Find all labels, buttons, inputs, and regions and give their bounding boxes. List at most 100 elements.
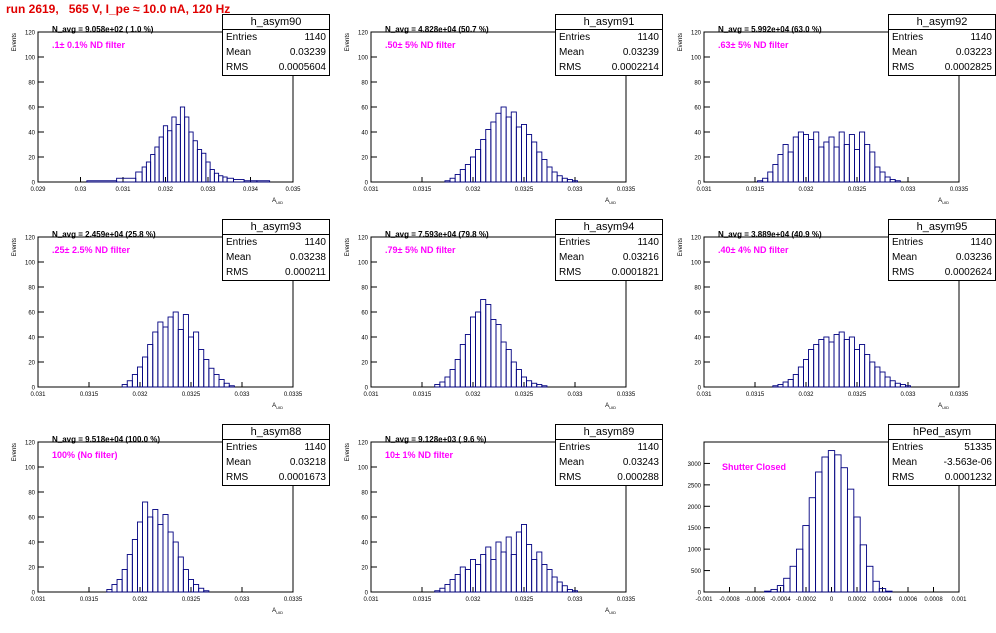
histogram-bin	[869, 151, 876, 183]
histogram-bin	[188, 131, 194, 183]
y-tick-label: 40	[28, 336, 35, 342]
histogram-bin	[879, 371, 886, 388]
x-tick-label: 0.031	[363, 187, 379, 193]
histogram-bin	[566, 179, 573, 183]
histogram-bin	[490, 319, 497, 388]
histogram-bin	[233, 179, 245, 183]
histogram-bin	[142, 356, 149, 388]
histogram-bin	[551, 171, 558, 183]
stat-label: Mean	[226, 47, 252, 58]
stat-label: RMS	[559, 472, 582, 483]
histogram-bin	[848, 336, 855, 388]
entries-row: Entries 51335	[889, 440, 995, 455]
histogram-bin	[505, 349, 512, 388]
stat-value: 0.0002214	[611, 62, 659, 73]
x-tick-label: 0.033	[234, 597, 250, 603]
histogram-bin	[201, 152, 207, 183]
histogram-bin	[480, 554, 487, 593]
histogram-plot: 0 20 40 60 80 100 120 0.031 0.0315 0.032 0.0325 0.0…	[678, 31, 969, 206]
histogram-bin	[838, 331, 845, 388]
n-avg-label: N_avg = 2.459e+04 (25.8 %)	[52, 230, 156, 239]
filter-label: .63± 5% ND filter	[718, 40, 789, 50]
rms-row: RMS 0.000288	[556, 470, 662, 485]
histogram-name: h_asym92	[889, 15, 995, 30]
histogram-bin	[454, 359, 461, 388]
histogram-bin	[490, 559, 497, 593]
histogram-bin	[434, 590, 441, 593]
filter-label: .25± 2.5% ND filter	[52, 245, 130, 255]
histogram-bin	[777, 384, 784, 388]
histogram-bin	[834, 454, 842, 593]
stat-box: h_asym95 Entries 1140 Mean 0.03236 RMS 0.00026…	[888, 219, 996, 281]
histogram-bin	[757, 180, 764, 183]
rms-row: RMS 0.0001673	[223, 470, 329, 485]
histogram-bin	[121, 384, 128, 388]
y-tick-label: 40	[361, 336, 368, 342]
stat-box: h_asym92 Entries 1140 Mean 0.03223 RMS 0.00028…	[888, 14, 996, 76]
histogram-bin	[859, 131, 866, 183]
n-avg-label: N_avg = 4.828e+04 (50.7 %)	[385, 25, 489, 34]
histogram-bin	[561, 177, 568, 183]
y-tick-label: 80	[694, 286, 701, 292]
histogram-bin	[228, 385, 235, 388]
y-tick-label: 40	[28, 131, 35, 137]
x-tick-label: 0.0315	[413, 597, 432, 603]
y-tick-label: 0	[698, 591, 702, 597]
x-tick-label: 0.0002	[848, 597, 867, 603]
stat-label: Mean	[892, 47, 918, 58]
histogram-bin	[131, 539, 138, 593]
histogram-bin	[813, 131, 820, 183]
x-tick-label: 0.031	[363, 597, 379, 603]
histogram-bin	[536, 151, 543, 183]
histogram-bin	[454, 174, 461, 183]
x-tick-label: 0.0335	[950, 187, 969, 193]
histogram-bin	[864, 354, 871, 388]
histogram-panel: 0 20 40 60 80 100 120 0.031 0.0315 0.032 0.0325 0.0…	[6, 424, 336, 633]
x-tick-label: 0.0004	[873, 597, 892, 603]
histogram-bin	[795, 548, 804, 593]
histogram-name: h_asym93	[223, 220, 329, 235]
y-tick-label: 40	[361, 131, 368, 137]
histogram-bin	[150, 154, 156, 183]
histogram-bin	[495, 112, 502, 183]
histogram-bin	[823, 141, 830, 183]
y-tick-label: 20	[361, 361, 368, 367]
histogram-bin	[904, 385, 911, 388]
stat-value: 0.03239	[622, 47, 659, 58]
y-tick-label: 80	[28, 286, 35, 292]
histogram-bin	[177, 556, 184, 593]
histogram-bin	[459, 169, 466, 183]
y-tick-label: 3000	[688, 462, 702, 468]
histogram-bin	[843, 339, 850, 388]
histogram-bin	[551, 576, 558, 593]
x-tick-label: 0.001	[951, 597, 967, 603]
x-axis-label: AUID	[272, 403, 283, 410]
histogram-bin	[131, 374, 138, 388]
histogram-bin	[434, 384, 441, 388]
x-tick-label: 0.031	[30, 392, 46, 398]
histogram-bin	[541, 385, 548, 388]
y-axis-label: Events	[12, 33, 18, 51]
histogram-bin	[792, 136, 799, 183]
histogram-bin	[464, 334, 471, 388]
x-axis-label: AUID	[938, 403, 949, 410]
x-tick-label: 0.033	[900, 392, 916, 398]
x-tick-label: 0.0325	[515, 392, 534, 398]
histogram-bin	[184, 116, 190, 183]
histogram-bin	[510, 111, 517, 183]
n-avg-label: N_avg = 9.518e+04 (100.0 %)	[52, 435, 161, 444]
stat-label: RMS	[559, 62, 582, 73]
histogram-bin	[469, 316, 476, 388]
histogram-bin	[142, 501, 149, 593]
histogram-bin	[510, 554, 517, 593]
histogram-bin	[515, 531, 522, 593]
histogram-bin	[531, 382, 538, 388]
histogram-bin	[840, 467, 848, 593]
x-tick-label: 0.0335	[617, 597, 636, 603]
histogram-bin	[500, 341, 507, 388]
x-tick-label: 0.034	[243, 187, 259, 193]
histogram-bin	[182, 314, 189, 388]
x-axis-label: AUID	[272, 198, 283, 205]
x-tick-label: 0.0335	[284, 392, 303, 398]
y-tick-label: 60	[28, 311, 35, 317]
